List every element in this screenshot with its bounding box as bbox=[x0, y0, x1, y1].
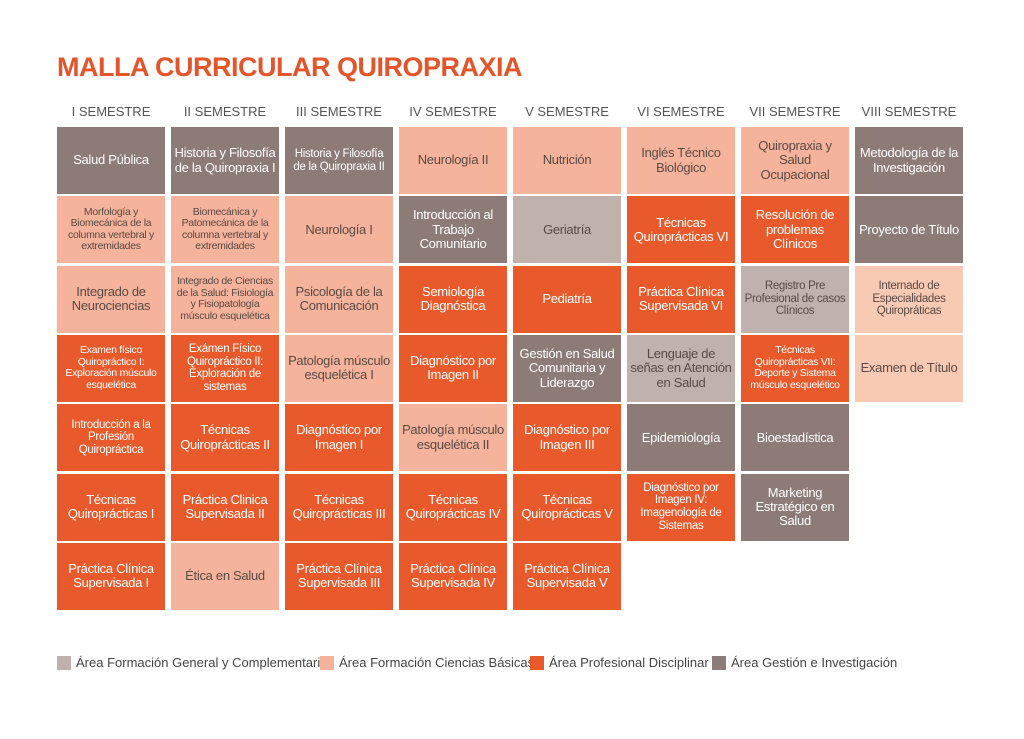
course-cell: Morfología y Biomecánica de la columna v… bbox=[57, 196, 165, 264]
title: MALLA CURRICULAR QUIROPRAXIA bbox=[57, 52, 522, 82]
course-cell: Práctica Clínica Supervisada III bbox=[285, 542, 393, 610]
course-cell: Diagnóstico por Imagen IV: Imagenología … bbox=[627, 473, 735, 541]
course-cell: Quiropraxia y Salud Ocupacional bbox=[741, 127, 849, 194]
course-cell: Historia y Filosofía de la Quiropraxia I… bbox=[285, 127, 393, 194]
course-cell: Práctica Clinica Supervisada II bbox=[171, 473, 279, 541]
legend-label: Área Formación Ciencias Básicas bbox=[339, 655, 535, 670]
legend-label: Área Profesional Disciplinar bbox=[549, 655, 709, 670]
course-cell: Diagnóstico por Imagen III bbox=[513, 404, 621, 472]
course-cell: Diagnóstico por Imagen II bbox=[399, 334, 507, 402]
course-cell: Psicología de la Comunicación bbox=[285, 265, 393, 333]
course-cell: Práctica Clínica Supervisada IV bbox=[399, 542, 507, 610]
course-cell: Práctica Clínica Supervisada VI bbox=[627, 265, 735, 333]
semester-header: IV SEMESTRE bbox=[409, 104, 497, 119]
course-cell: Examen de Título bbox=[855, 334, 963, 402]
course-cell: Práctica Clínica Supervisada I bbox=[57, 542, 165, 610]
course-cell: Ética en Salud bbox=[171, 542, 279, 610]
legend-label: Área Gestión e Investigación bbox=[731, 655, 898, 670]
course-cell: Integrado de Ciencias de la Salud: Fisio… bbox=[171, 265, 279, 333]
course-cell: Exámen Físico Quiropráctico II: Explorac… bbox=[171, 334, 279, 402]
course-cell: Epidemiología bbox=[627, 404, 735, 472]
course-cell: Inglés Técnico Biológico bbox=[627, 127, 735, 194]
course-cell: Proyecto de Título bbox=[855, 196, 963, 264]
semester-header: II SEMESTRE bbox=[183, 104, 267, 119]
course-cell: Bioestadística bbox=[741, 404, 849, 472]
course-cell: Diagnóstico por Imagen I bbox=[285, 404, 393, 472]
course-cell: Marketing Estratégico en Salud bbox=[741, 473, 849, 541]
semester-header: V SEMESTRE bbox=[525, 104, 609, 119]
course-cell: Técnicas Quiroprácticas IV bbox=[399, 473, 507, 541]
course-cell: Neurología I bbox=[285, 196, 393, 264]
legend-item: Área Gestión e Investigación bbox=[712, 655, 897, 670]
course-cell: Nutrición bbox=[513, 127, 621, 194]
course-cell: Geriatría bbox=[513, 196, 621, 264]
course-cell: Técnicas Quiroprácticas I bbox=[57, 473, 165, 541]
course-cell: Integrado de Neurociencias bbox=[57, 265, 165, 333]
semester-header: I SEMESTRE bbox=[71, 104, 151, 119]
course-cell: Metodología de la Investigación bbox=[855, 127, 963, 194]
course-cell: Patología músculo esquelética I bbox=[285, 334, 393, 402]
course-cell: Neurología II bbox=[399, 127, 507, 194]
semester-header: VIII SEMESTRE bbox=[861, 104, 957, 119]
course-cell: Pediatría bbox=[513, 265, 621, 333]
course-cell: Internado de Especialidades Quiroprática… bbox=[855, 265, 963, 333]
course-cell: Examen físico Quiropráctico I: Exploraci… bbox=[57, 334, 165, 402]
semester-header: III SEMESTRE bbox=[296, 104, 382, 119]
course-cell: Técnicas Quiroprácticas II bbox=[171, 404, 279, 472]
course-cell: Técnicas Quiroprácticas V bbox=[513, 473, 621, 541]
course-cell: Registro Pre Profesional de casos Clínic… bbox=[741, 265, 849, 333]
course-cell: Patología músculo esquelética II bbox=[399, 404, 507, 472]
course-cell: Lenguaje de señas en Atención en Salud bbox=[627, 334, 735, 402]
course-cell: Técnicas Quiroprácticas VII: Deporte y S… bbox=[741, 334, 849, 402]
legend-label: Área Formación General y Complementaria bbox=[76, 655, 328, 670]
legend-swatch bbox=[530, 655, 544, 670]
legend-item: Área Formación Ciencias Básicas bbox=[320, 655, 534, 670]
legend-swatch bbox=[712, 655, 726, 670]
course-cell: Técnicas Quiroprácticas III bbox=[285, 473, 393, 541]
course-cell: Introducción al Trabajo Comunitario bbox=[399, 196, 507, 264]
course-cell: Práctica Clínica Supervisada V bbox=[513, 542, 621, 610]
course-cell: Introducción a la Profesión Quiropráctic… bbox=[57, 404, 165, 472]
semester-header: VI SEMESTRE bbox=[637, 104, 725, 119]
legend-item: Área Profesional Disciplinar bbox=[530, 655, 709, 670]
legend-swatch bbox=[320, 655, 334, 670]
course-cell: Semiología Diagnóstica bbox=[399, 265, 507, 333]
legend-item: Área Formación General y Complementaria bbox=[57, 655, 327, 670]
semester-header: VII SEMESTRE bbox=[749, 104, 841, 119]
course-cell: Resolución de problemas Clínicos bbox=[741, 196, 849, 264]
course-cell: Historia y Filosofía de la Quiropraxia I bbox=[171, 127, 279, 194]
course-cell: Salud Pública bbox=[57, 127, 165, 194]
course-cell: Técnicas Quiroprácticas VI bbox=[627, 196, 735, 264]
course-cell: Biomecánica y Patomecánica de la columna… bbox=[171, 196, 279, 264]
legend-swatch bbox=[57, 655, 71, 670]
course-cell: Gestión en Salud Comunitaria y Liderazgo bbox=[513, 334, 621, 402]
